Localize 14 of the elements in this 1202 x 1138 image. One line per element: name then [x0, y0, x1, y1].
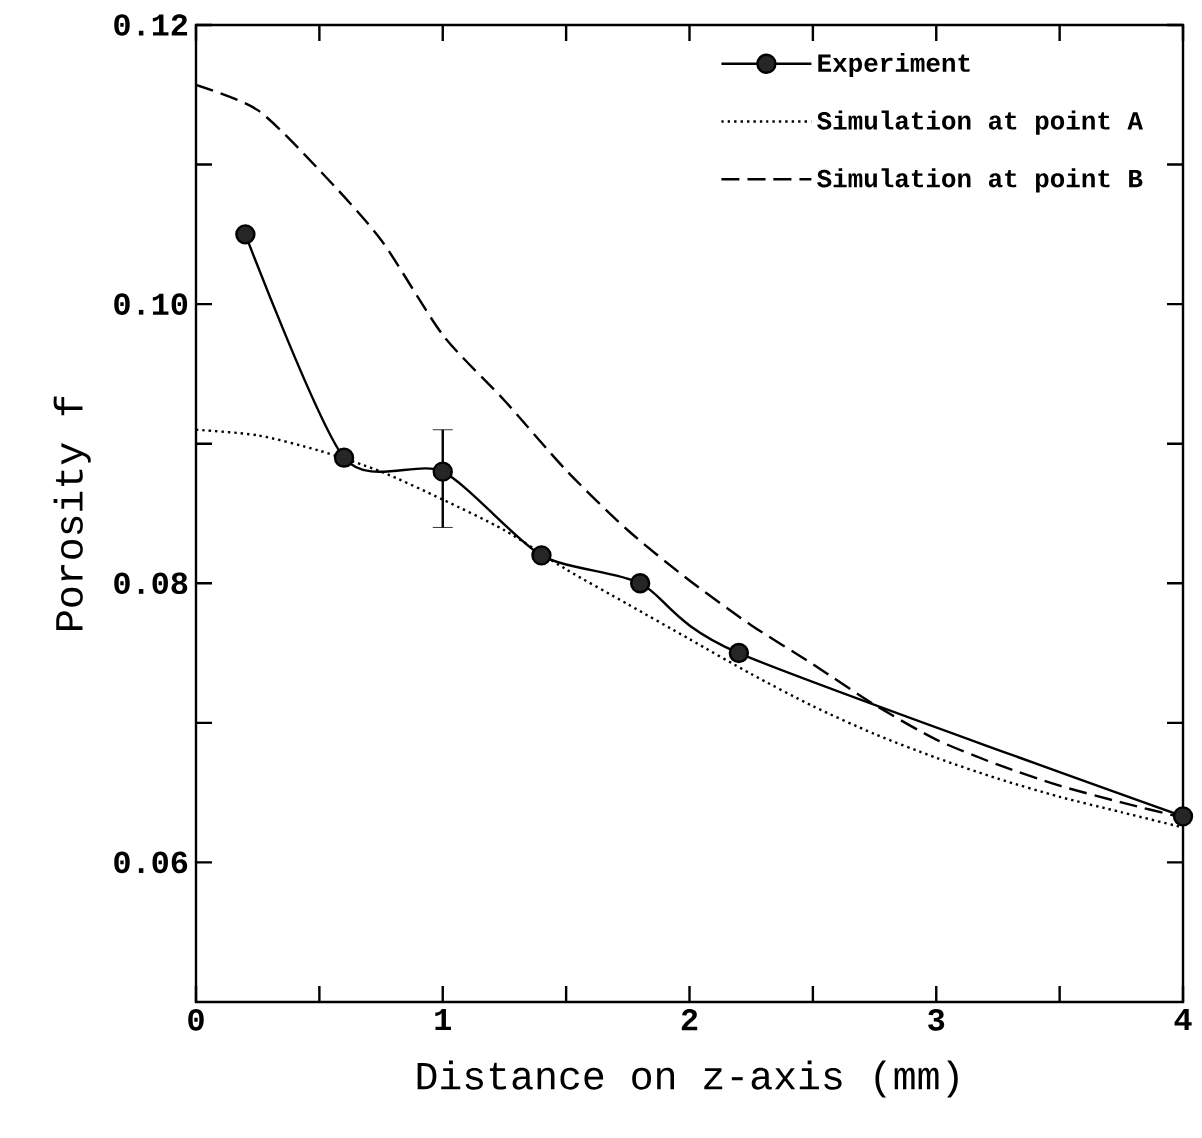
x-axis-title: Distance on z-axis (mm): [417, 1060, 958, 1098]
y-tick-label: 0.12: [114, 14, 188, 36]
y-tick-label: 0.08: [114, 572, 188, 595]
x-tick-label: 4: [1174, 1009, 1192, 1031]
legend-label: Simulation at point B: [817, 168, 1143, 193]
legend-label: Simulation at point A: [817, 110, 1143, 135]
x-tick-label: 1: [435, 1009, 451, 1031]
x-tick-label: 2: [681, 1009, 698, 1031]
y-tick-label: 0.10: [114, 293, 188, 315]
x-tick-label: 0: [188, 1009, 204, 1031]
y-axis-title: Porosity f: [53, 396, 91, 630]
legend-label: Experiment: [818, 52, 970, 78]
x-tick-label: 3: [928, 1009, 945, 1031]
y-tick-label: 0.06: [114, 851, 188, 874]
